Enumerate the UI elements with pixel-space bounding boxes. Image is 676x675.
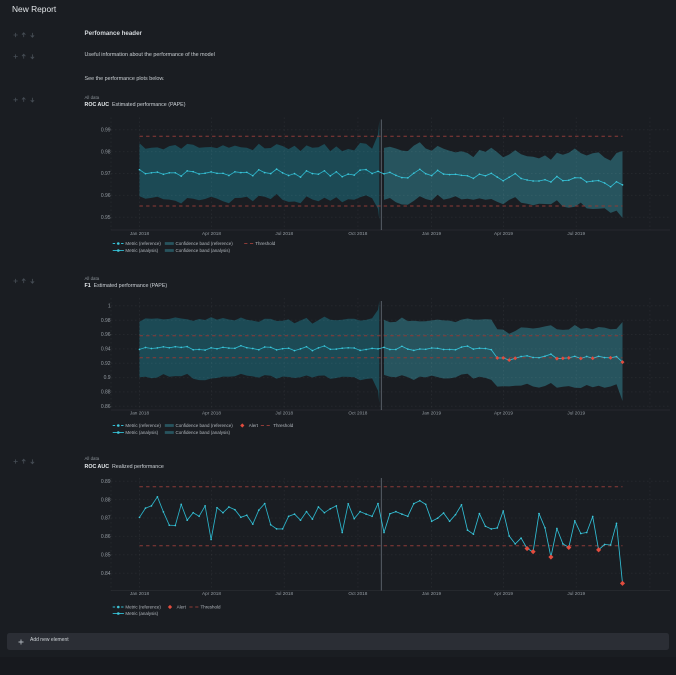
svg-text:Apr 2019: Apr 2019 bbox=[494, 591, 513, 596]
svg-text:0.86: 0.86 bbox=[101, 404, 111, 410]
svg-text:Jul 2019: Jul 2019 bbox=[567, 591, 585, 596]
svg-text:0.95: 0.95 bbox=[101, 215, 111, 221]
svg-text:Jan 2018: Jan 2018 bbox=[130, 411, 150, 416]
svg-text:Metric (analysis): Metric (analysis) bbox=[125, 248, 158, 253]
svg-text:Apr 2018: Apr 2018 bbox=[202, 591, 221, 596]
svg-text:Metric (analysis): Metric (analysis) bbox=[125, 430, 158, 435]
svg-text:0.96: 0.96 bbox=[101, 332, 111, 338]
svg-text:Confidence band (analysis): Confidence band (analysis) bbox=[176, 248, 231, 253]
svg-text:Jan 2018: Jan 2018 bbox=[130, 591, 150, 596]
svg-text:0.87: 0.87 bbox=[101, 516, 111, 522]
svg-text:Apr 2018: Apr 2018 bbox=[202, 231, 221, 236]
svg-text:Confidence band (reference): Confidence band (reference) bbox=[176, 423, 234, 428]
svg-text:0.86: 0.86 bbox=[101, 534, 111, 540]
svg-text:0.88: 0.88 bbox=[101, 497, 111, 503]
svg-text:0.94: 0.94 bbox=[101, 347, 111, 353]
svg-text:Apr 2019: Apr 2019 bbox=[494, 411, 513, 416]
svg-text:0.99: 0.99 bbox=[101, 127, 111, 133]
svg-text:0.89: 0.89 bbox=[101, 479, 111, 485]
svg-text:0.96: 0.96 bbox=[101, 193, 111, 199]
svg-text:Jul 2019: Jul 2019 bbox=[567, 411, 585, 416]
svg-text:Oct 2018: Oct 2018 bbox=[348, 411, 367, 416]
svg-text:0.97: 0.97 bbox=[101, 171, 111, 177]
svg-text:Oct 2018: Oct 2018 bbox=[348, 591, 367, 596]
svg-text:Jan 2019: Jan 2019 bbox=[422, 231, 442, 236]
svg-text:Metric (reference): Metric (reference) bbox=[125, 605, 161, 610]
svg-text:Jan 2018: Jan 2018 bbox=[130, 231, 150, 236]
svg-text:Threshold: Threshold bbox=[273, 423, 294, 428]
svg-text:0.88: 0.88 bbox=[101, 390, 111, 396]
svg-text:Oct 2018: Oct 2018 bbox=[348, 231, 367, 236]
svg-text:Metric (analysis): Metric (analysis) bbox=[125, 611, 158, 616]
svg-text:0.98: 0.98 bbox=[101, 149, 111, 155]
svg-text:Apr 2019: Apr 2019 bbox=[494, 231, 513, 236]
svg-text:0.84: 0.84 bbox=[101, 571, 111, 577]
svg-text:0.85: 0.85 bbox=[101, 553, 111, 559]
svg-text:Alert: Alert bbox=[177, 605, 187, 610]
svg-text:0.98: 0.98 bbox=[101, 318, 111, 324]
svg-text:0.92: 0.92 bbox=[101, 361, 111, 367]
svg-text:Jul 2018: Jul 2018 bbox=[275, 591, 293, 596]
svg-text:0.9: 0.9 bbox=[104, 375, 111, 381]
svg-text:Apr 2018: Apr 2018 bbox=[202, 411, 221, 416]
svg-text:Metric (reference): Metric (reference) bbox=[125, 423, 161, 428]
svg-text:1: 1 bbox=[108, 304, 111, 310]
svg-text:Threshold: Threshold bbox=[201, 605, 222, 610]
svg-text:Confidence band (reference): Confidence band (reference) bbox=[176, 241, 234, 246]
svg-text:Jul 2019: Jul 2019 bbox=[567, 231, 585, 236]
svg-text:Threshold: Threshold bbox=[255, 241, 276, 246]
svg-text:Confidence band (analysis): Confidence band (analysis) bbox=[176, 430, 231, 435]
svg-text:Jul 2018: Jul 2018 bbox=[275, 231, 293, 236]
svg-text:Alert: Alert bbox=[249, 423, 259, 428]
svg-text:Jan 2019: Jan 2019 bbox=[422, 411, 442, 416]
svg-text:Jul 2018: Jul 2018 bbox=[275, 411, 293, 416]
svg-text:Metric (reference): Metric (reference) bbox=[125, 241, 161, 246]
svg-text:Jan 2019: Jan 2019 bbox=[422, 591, 442, 596]
